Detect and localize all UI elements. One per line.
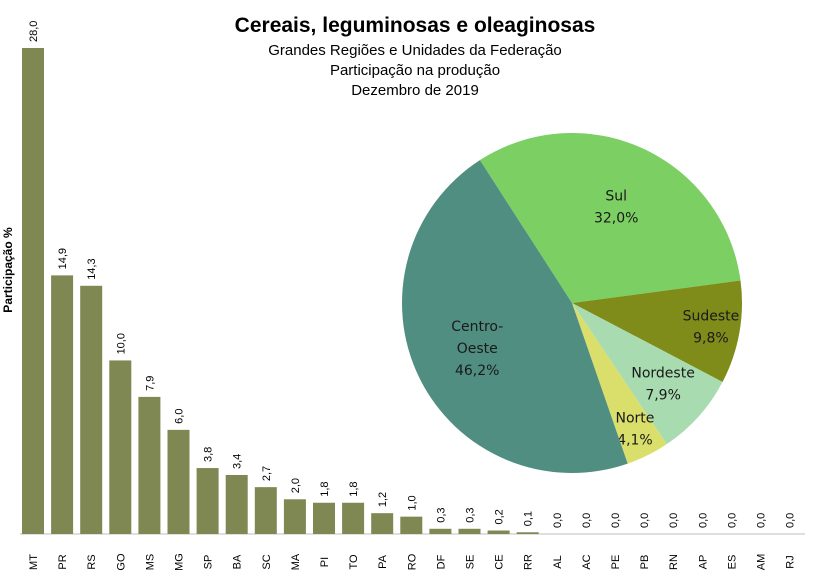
data-label-SC: 2,7 bbox=[261, 466, 273, 481]
data-label-RR: 0,1 bbox=[523, 511, 535, 526]
tick-label-MA: MA bbox=[290, 553, 302, 570]
bar-BA bbox=[225, 474, 248, 534]
bar-RR bbox=[516, 532, 539, 534]
tick-label-MS: MS bbox=[144, 554, 156, 571]
y-axis-label: Participação % bbox=[1, 227, 15, 313]
data-label-AC: 0,0 bbox=[581, 513, 593, 528]
bar-SE bbox=[458, 528, 481, 534]
data-label-AL: 0,0 bbox=[552, 513, 564, 528]
tick-label-SE: SE bbox=[465, 555, 477, 570]
tick-label-RJ: RJ bbox=[785, 555, 797, 568]
tick-label-CE: CE bbox=[494, 554, 506, 569]
pie-slice-sudeste bbox=[572, 280, 743, 382]
bar-SC bbox=[254, 487, 277, 534]
tick-label-RO: RO bbox=[406, 553, 418, 570]
data-label-PR: 14,9 bbox=[57, 248, 69, 269]
tick-label-GO: GO bbox=[115, 553, 127, 571]
bar-SP bbox=[196, 468, 219, 534]
tick-label-PB: PB bbox=[639, 555, 651, 570]
pie-label-centro-oeste: Oeste bbox=[457, 341, 498, 357]
tick-label-RN: RN bbox=[668, 554, 680, 570]
tick-label-PI: PI bbox=[319, 557, 331, 567]
bar-DF bbox=[429, 528, 452, 534]
chart-subtitle-1: Grandes Regiões e Unidades da Federação bbox=[268, 42, 562, 59]
data-label-GO: 10,0 bbox=[115, 333, 127, 354]
data-label-PI: 1,8 bbox=[319, 481, 331, 496]
tick-label-BA: BA bbox=[232, 554, 244, 569]
tick-label-ES: ES bbox=[726, 555, 738, 570]
data-label-RO: 1,0 bbox=[406, 495, 418, 510]
data-label-CE: 0,2 bbox=[494, 509, 506, 524]
tick-label-PR: PR bbox=[57, 554, 69, 569]
pie-label-centro-oeste: Centro- bbox=[451, 319, 503, 335]
bar-MS bbox=[138, 396, 161, 534]
tick-label-PE: PE bbox=[610, 555, 622, 570]
pie-value-sudeste: 9,8% bbox=[693, 331, 729, 347]
data-label-TO: 1,8 bbox=[348, 481, 360, 496]
tick-label-AP: AP bbox=[697, 555, 709, 570]
pie-slice-centro-oeste bbox=[402, 160, 628, 473]
bar-PI bbox=[313, 502, 335, 534]
tick-label-DF: DF bbox=[435, 554, 447, 569]
tick-label-MG: MG bbox=[174, 553, 186, 571]
pie-label-sudeste: Sudeste bbox=[683, 309, 740, 325]
chart-subtitle-2: Participação na produção bbox=[329, 62, 501, 79]
chart-subtitle-3: Dezembro de 2019 bbox=[351, 82, 479, 99]
data-label-PA: 1,2 bbox=[377, 492, 389, 507]
data-label-MA: 2,0 bbox=[290, 478, 302, 493]
data-label-SP: 3,8 bbox=[203, 447, 215, 462]
tick-label-PA: PA bbox=[377, 554, 389, 569]
data-label-RJ: 0,0 bbox=[785, 513, 797, 528]
pie-slice-nordeste bbox=[572, 303, 723, 445]
bar-PR bbox=[51, 275, 74, 534]
data-label-PE: 0,0 bbox=[610, 513, 622, 528]
bar-MT bbox=[22, 48, 44, 534]
data-label-AP: 0,0 bbox=[697, 513, 709, 528]
data-label-RS: 14,3 bbox=[86, 258, 98, 279]
data-label-BA: 3,4 bbox=[232, 454, 244, 469]
bar-MG bbox=[167, 429, 190, 534]
chart-title: Cereais, leguminosas e oleaginosas bbox=[234, 14, 596, 37]
tick-label-SP: SP bbox=[203, 555, 215, 570]
pie-value-norte: 4,1% bbox=[617, 432, 653, 448]
data-label-MG: 6,0 bbox=[174, 409, 186, 424]
data-label-PB: 0,0 bbox=[639, 513, 651, 528]
tick-label-AC: AC bbox=[581, 554, 593, 569]
data-label-RN: 0,0 bbox=[668, 513, 680, 528]
bar-GO bbox=[109, 360, 132, 534]
pie-slice-norte bbox=[572, 303, 667, 464]
data-label-AM: 0,0 bbox=[756, 513, 768, 528]
data-label-MT: 28,0 bbox=[28, 21, 40, 42]
pie-label-norte: Norte bbox=[616, 410, 655, 426]
data-label-ES: 0,0 bbox=[726, 513, 738, 528]
bar-RS bbox=[80, 285, 103, 534]
tick-label-SC: SC bbox=[261, 554, 273, 569]
data-label-DF: 0,3 bbox=[435, 507, 447, 522]
tick-label-TO: TO bbox=[348, 554, 360, 570]
bar-MA bbox=[283, 499, 306, 534]
tick-label-AL: AL bbox=[552, 555, 564, 568]
tick-label-MT: MT bbox=[28, 554, 40, 570]
pie-label-sul: Sul bbox=[605, 188, 627, 204]
data-label-MS: 7,9 bbox=[144, 376, 156, 391]
bar-CE bbox=[487, 530, 510, 534]
bar-TO bbox=[342, 502, 365, 534]
bar-RO bbox=[400, 516, 423, 534]
data-label-SE: 0,3 bbox=[465, 507, 477, 522]
pie-label-nordeste: Nordeste bbox=[631, 366, 694, 382]
pie-value-centro-oeste: 46,2% bbox=[455, 363, 499, 379]
pie-value-sul: 32,0% bbox=[594, 210, 638, 226]
tick-label-RS: RS bbox=[86, 554, 98, 569]
pie-value-nordeste: 7,9% bbox=[645, 388, 681, 404]
bar-PA bbox=[371, 513, 394, 534]
tick-label-AM: AM bbox=[756, 554, 768, 571]
tick-label-RR: RR bbox=[523, 554, 535, 570]
pie-slice-sul bbox=[479, 132, 741, 303]
